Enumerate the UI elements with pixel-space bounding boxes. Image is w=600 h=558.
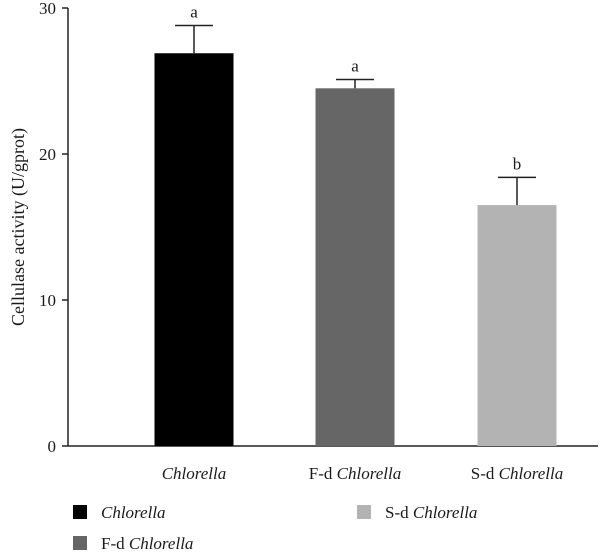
- x-tick-label: F-d Chlorella: [309, 464, 401, 483]
- bar: [477, 205, 557, 446]
- legend-label: F-d Chlorella: [101, 534, 193, 553]
- y-tick-label: 0: [48, 437, 57, 456]
- legend-item: S-d Chlorella: [357, 503, 477, 522]
- legend-label: Chlorella: [101, 503, 166, 522]
- y-tick-label: 30: [39, 0, 56, 18]
- y-tick-label: 10: [39, 291, 56, 310]
- y-tick-label: 20: [39, 145, 56, 164]
- significance-label: b: [513, 154, 522, 173]
- significance-label: a: [190, 3, 198, 22]
- legend-item: F-d Chlorella: [73, 534, 193, 553]
- legend-label: S-d Chlorella: [385, 503, 477, 522]
- x-tick-label: Chlorella: [162, 464, 227, 483]
- bar: [315, 88, 395, 447]
- legend-item: Chlorella: [73, 503, 166, 522]
- legend-swatch: [357, 505, 371, 519]
- significance-label: a: [351, 57, 359, 76]
- legend: Chlorella F-d Chlorella S-d Chlorella: [73, 503, 477, 553]
- bar: [154, 53, 234, 446]
- y-axis-title: Cellulase activity (U/gprot): [8, 128, 29, 326]
- plot-area: 0 10 20 30 a Chlorella a F-d Chlorella b S-d Chlo…: [39, 0, 598, 483]
- legend-swatch: [73, 505, 87, 519]
- legend-swatch: [73, 536, 87, 550]
- x-tick-label: S-d Chlorella: [471, 464, 563, 483]
